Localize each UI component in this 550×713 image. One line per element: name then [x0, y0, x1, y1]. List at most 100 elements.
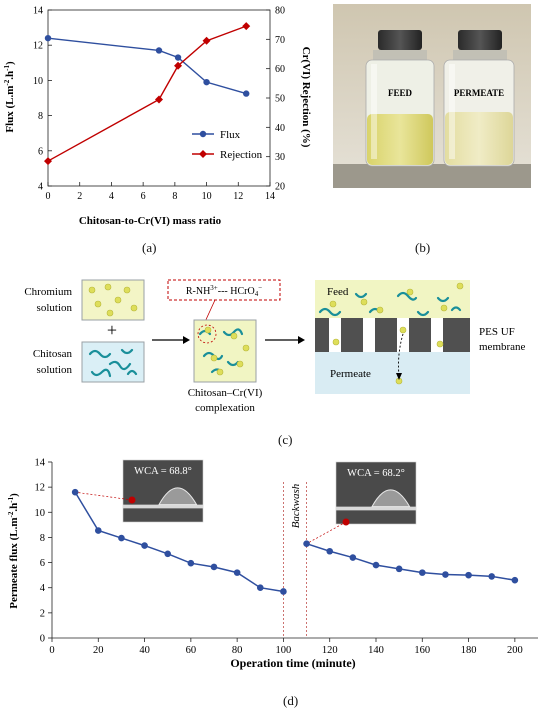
data-point — [349, 554, 357, 561]
data-point-flux — [243, 90, 250, 97]
data-point-rejection — [174, 61, 183, 70]
data-point — [303, 540, 310, 548]
data-point-rejection — [242, 22, 251, 31]
x-tick-label: 10 — [202, 191, 212, 202]
y-tick-label: 12 — [35, 483, 46, 494]
inset-photo — [335, 461, 417, 525]
svg-text:complexation: complexation — [195, 402, 255, 414]
y2-tick-label: 50 — [275, 94, 285, 105]
x-tick-label: 14 — [265, 191, 275, 202]
inset-leader-1 — [75, 491, 133, 501]
water-droplet — [371, 489, 411, 508]
backwash-label: Backwash — [290, 483, 302, 528]
permeate-text: Permeate — [330, 368, 371, 380]
x-tick-label: 120 — [322, 645, 338, 656]
legend-marker — [199, 130, 207, 138]
chromium-label: Chromium — [24, 286, 72, 298]
panel-label-d: (d) — [283, 693, 299, 708]
data-point — [94, 527, 102, 534]
y2-tick-label: 70 — [275, 35, 285, 46]
panel-label-a: (a) — [142, 240, 157, 255]
inset-leader-2 — [306, 521, 347, 545]
x-tick-label: 20 — [93, 645, 104, 656]
svg-text:membrane: membrane — [479, 341, 526, 353]
wca-label: WCA = 68.2° — [347, 468, 405, 479]
formula-text: R-NH3+--- HCrO4− — [186, 284, 262, 298]
x-tick-label: 80 — [232, 645, 243, 656]
svg-text:solution: solution — [37, 302, 73, 314]
chitosan-box — [81, 341, 145, 383]
y2-tick-label: 40 — [275, 123, 285, 134]
data-point — [141, 542, 148, 549]
y-tick-label: 4 — [38, 182, 43, 193]
data-point-flux — [203, 78, 210, 86]
x-tick-label: 4 — [109, 191, 114, 202]
chart-d-annotations: Backwash WCA = 68.8° WCA = 68.2° — [75, 459, 417, 638]
y-tick-label: 2 — [40, 608, 45, 619]
x-tick-label: 12 — [233, 191, 243, 202]
y-tick-label: 10 — [35, 508, 46, 519]
chart-d-x-axis-label: Operation time (minute) — [230, 656, 355, 670]
panel-label-c: (c) — [278, 432, 293, 447]
wca-inset-1: WCA = 68.8° — [122, 459, 204, 523]
panel-label-b: (b) — [415, 240, 431, 255]
y2-tick-label: 20 — [275, 182, 285, 193]
data-point-rejection — [202, 36, 211, 45]
x-tick-label: 180 — [461, 645, 477, 656]
y-tick-label: 14 — [35, 458, 46, 469]
series-line-rejection — [47, 25, 247, 162]
chart-a-y-axis-label: Flux (L.m-2.h-1) — [3, 61, 16, 133]
membrane-panel — [315, 280, 470, 394]
series-line-2 — [306, 543, 515, 581]
data-point-flux — [44, 34, 52, 42]
complex-label: Chitosan–Cr(VI) — [188, 387, 263, 399]
data-point — [210, 563, 218, 571]
x-tick-label: 160 — [414, 645, 430, 656]
data-point — [187, 559, 195, 567]
chart-d-frame — [51, 462, 538, 639]
y-tick-label: 0 — [40, 634, 45, 645]
series-line-1 — [74, 491, 284, 593]
y-tick-label: 10 — [33, 76, 43, 87]
y-tick-label: 6 — [40, 558, 45, 569]
feed-label: FEED — [388, 88, 413, 98]
chart-a-x-axis-label: Chitosan-to-Cr(VI) mass ratio — [79, 215, 222, 227]
inset-surface — [336, 506, 416, 511]
data-point — [233, 569, 241, 576]
y-tick-label: 12 — [33, 41, 43, 52]
chart-a-series — [44, 22, 251, 166]
permeate-label: PERMEATE — [454, 88, 504, 98]
chart-d-y-axis-label: Permeate flux (L.m-2.h-1) — [7, 493, 20, 609]
x-tick-label: 8 — [172, 191, 177, 202]
data-point — [488, 573, 496, 580]
legend-label: Rejection — [220, 149, 263, 161]
wca-label: WCA = 68.8° — [134, 466, 192, 477]
data-point — [256, 584, 264, 592]
chart-a-legend: Flux Rejection — [192, 129, 263, 161]
x-tick-label: 60 — [186, 645, 197, 656]
feed-text: Feed — [327, 286, 349, 298]
bottle-photo: FEED PERMEATE — [333, 4, 531, 188]
x-tick-label: 0 — [46, 191, 51, 202]
data-point — [372, 561, 380, 569]
feed-bottle — [365, 30, 435, 167]
chart-d-ticks: 0 20 40 60 80 100 120 140 160 180 200 0 2 4 6 8 10 12 14 — [35, 458, 523, 657]
data-point — [71, 488, 79, 496]
x-tick-label: 6 — [141, 191, 146, 202]
plus-sign: + — [107, 320, 117, 340]
data-point — [465, 571, 472, 579]
formula-box — [167, 279, 281, 301]
inset-surface — [123, 504, 203, 509]
y-tick-label: 8 — [38, 111, 43, 122]
x-tick-label: 140 — [368, 645, 384, 656]
y2-tick-label: 30 — [275, 152, 285, 163]
data-point — [511, 576, 519, 584]
data-point — [280, 588, 287, 595]
data-point — [118, 534, 125, 542]
svg-text:solution: solution — [37, 364, 73, 376]
y2-tick-label: 80 — [275, 6, 285, 17]
chart-d: 0 20 40 60 80 100 120 140 160 180 200 0 2 4 6 8 10 12 14 B… — [7, 458, 538, 670]
chart-d-series — [71, 488, 519, 595]
